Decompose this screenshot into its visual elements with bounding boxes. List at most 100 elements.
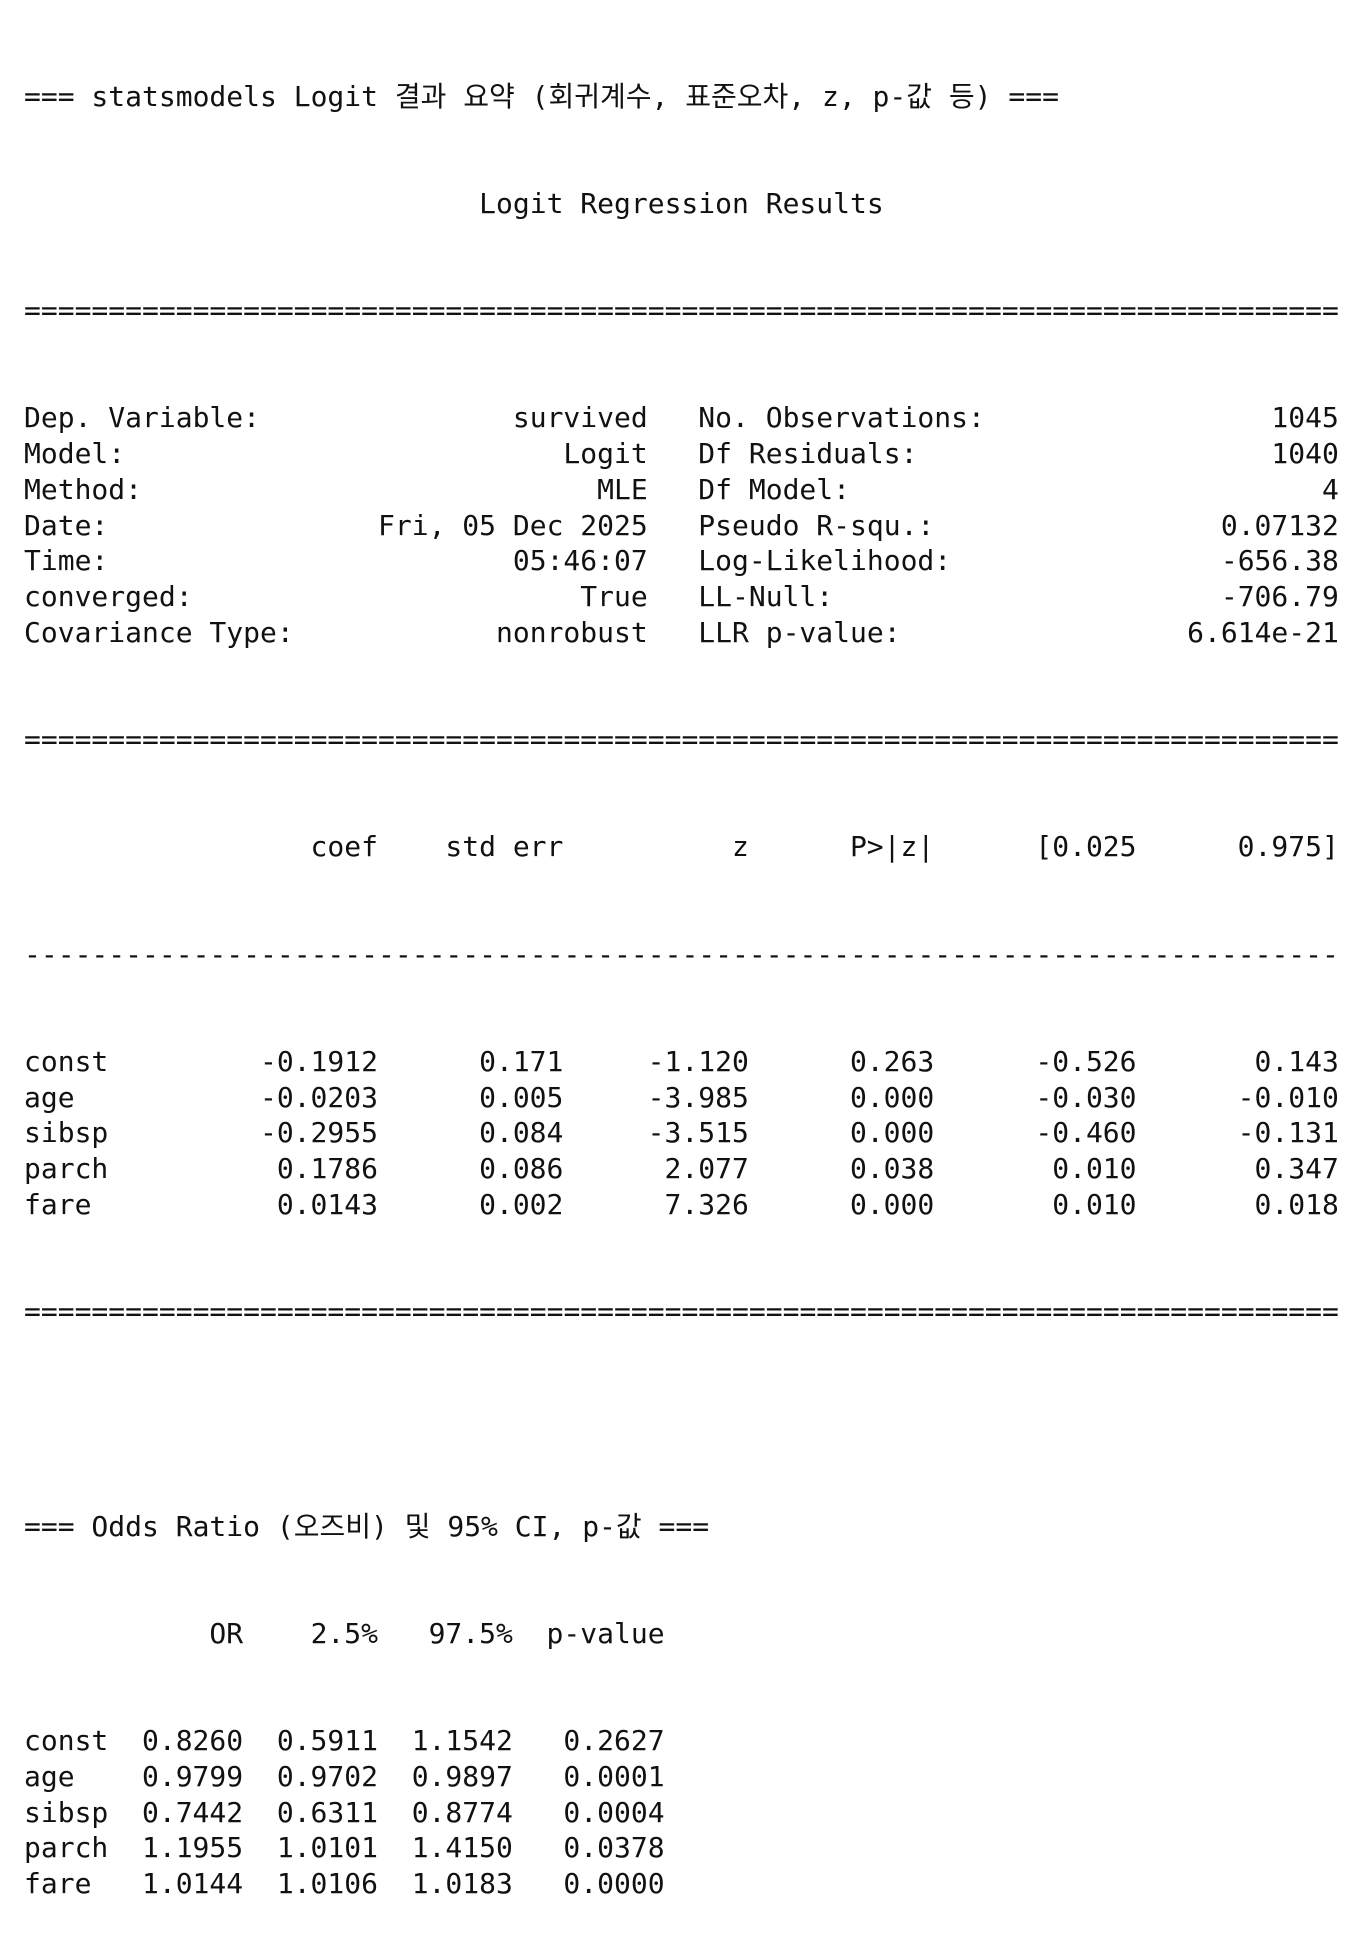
table-cell: 0.6311: [276, 1795, 378, 1829]
table-cell: 0.0004: [563, 1795, 665, 1829]
spacer: [648, 508, 699, 544]
table-cell: 1.0144: [141, 1867, 244, 1900]
table-cell: -0.526: [1035, 1044, 1137, 1078]
row-label: age: [24, 1080, 75, 1114]
info-value: Fri, 05 Dec 2025: [378, 508, 648, 542]
table-cell: 0.002: [479, 1187, 564, 1221]
double-rule: ========================================…: [24, 723, 1339, 756]
info-value: -656.38: [1220, 544, 1339, 578]
table-cell: 0.0143: [276, 1187, 378, 1221]
info-value: 6.614e-21: [1187, 615, 1339, 649]
odds-title: === Odds Ratio (오즈비) 및 95% CI, p-값 ===: [24, 1509, 710, 1543]
column-header: OR: [209, 1616, 244, 1650]
table-row: const -0.1912 0.171 -1.120 0.263 -0.526 0.143: [24, 1044, 1339, 1080]
table-row: parch 1.1955 1.0101 1.4150 0.0378: [24, 1830, 1339, 1866]
info-row: Dep. Variable: survived No. Observations: 1…: [24, 400, 1339, 436]
table-row: parch 0.1786 0.086 2.077 0.038 0.010 0.347: [24, 1151, 1339, 1187]
table-cell: -0.030: [1035, 1080, 1137, 1114]
info-value: True: [580, 580, 648, 613]
table-cell: -0.460: [1035, 1116, 1137, 1150]
table-cell: 1.1955: [141, 1831, 244, 1865]
model-info: Dep. Variable: survived No. Observations: 1…: [24, 400, 1339, 650]
info-label: Log-Likelihood:: [698, 544, 952, 578]
info-value: survived: [512, 401, 648, 435]
column-header: [24, 1616, 108, 1652]
row-label: fare: [24, 1187, 92, 1221]
single-rule: ----------------------------------------…: [24, 937, 1339, 971]
table-row: const 0.8260 0.5911 1.1542 0.2627: [24, 1723, 1339, 1759]
table-cell: -3.515: [647, 1116, 749, 1150]
table-cell: 0.0000: [563, 1867, 665, 1900]
info-row: Date: Fri, 05 Dec 2025 Pseudo R-squ.: 0.071…: [24, 508, 1339, 544]
table-cell: -3.985: [647, 1080, 749, 1114]
table-cell: 0.171: [479, 1044, 564, 1078]
table-cell: 0.1786: [276, 1152, 378, 1185]
blank-line: [24, 1401, 1339, 1437]
column-header: z: [731, 830, 749, 864]
info-value: MLE: [597, 472, 648, 506]
info-label: Date:: [24, 508, 109, 542]
info-value: 1040: [1271, 437, 1339, 470]
info-label: Covariance Type:: [24, 615, 294, 649]
table-cell: 1.0101: [276, 1831, 378, 1865]
table-row: sibsp 0.7442 0.6311 0.8774 0.0004: [24, 1795, 1339, 1831]
row-label: const: [24, 1044, 109, 1078]
table-cell: 0.010: [1052, 1187, 1137, 1221]
info-left: Date: Fri, 05 Dec 2025: [24, 508, 648, 544]
double-rule: ========================================…: [24, 1295, 1339, 1328]
table-cell: -0.131: [1237, 1116, 1339, 1150]
table-cell: 0.0001: [563, 1759, 665, 1793]
table-cell: 0.018: [1254, 1187, 1339, 1221]
coef-table-header: coef std err z P>|z| [0.025 0.975]: [24, 829, 1339, 865]
column-header: std err: [445, 830, 564, 864]
odds-table-header: OR 2.5% 97.5% p-value: [24, 1616, 1339, 1652]
info-label: Df Model:: [698, 472, 850, 506]
info-left: Model: Logit: [24, 436, 648, 472]
info-label: converged:: [24, 580, 193, 613]
table-cell: 0.9799: [141, 1759, 244, 1793]
info-value: 1045: [1271, 401, 1339, 435]
info-value: nonrobust: [496, 615, 648, 649]
row-label: fare: [24, 1867, 92, 1900]
table-row: fare 1.0144 1.0106 1.0183 0.0000: [24, 1866, 1339, 1902]
table-cell: 0.347: [1254, 1152, 1339, 1185]
double-rule: ========================================…: [24, 294, 1339, 327]
table-cell: 0.8260: [141, 1724, 244, 1757]
table-cell: 0.000: [849, 1187, 935, 1221]
info-right: LL-Null: -706.79: [698, 579, 1339, 615]
info-value: 05:46:07: [512, 544, 648, 578]
column-header: [24, 829, 193, 865]
info-left: Dep. Variable: survived: [24, 400, 648, 436]
info-label: Method:: [24, 472, 143, 506]
info-value: Logit: [563, 437, 648, 470]
spacer: [648, 472, 699, 508]
table-cell: 0.000: [849, 1080, 935, 1114]
table-cell: 0.143: [1254, 1044, 1339, 1078]
coef-table-body: const -0.1912 0.171 -1.120 0.263 -0.526 0.143 a…: [24, 1044, 1339, 1223]
info-right: Df Model: 4: [698, 472, 1339, 508]
info-value: 4: [1322, 472, 1339, 506]
table-cell: 0.7442: [141, 1795, 244, 1829]
row-label: const: [24, 1724, 109, 1757]
row-label: parch: [24, 1152, 109, 1185]
output-title: === statsmodels Logit 결과 요약 (회귀계수, 표준오차,…: [24, 79, 1059, 113]
table-cell: 0.038: [849, 1152, 935, 1185]
info-right: Log-Likelihood: -656.38: [698, 543, 1339, 579]
column-header: coef: [310, 830, 378, 864]
info-left: Time: 05:46:07: [24, 543, 648, 579]
table-row: sibsp -0.2955 0.084 -3.515 0.000 -0.460 -0.131: [24, 1115, 1339, 1151]
table-cell: -0.0203: [259, 1080, 378, 1114]
spacer: [648, 436, 699, 472]
column-header: 97.5%: [428, 1616, 513, 1650]
info-row: Covariance Type: nonrobust LLR p-value: 6.6…: [24, 615, 1339, 651]
info-row: Model: Logit Df Residuals: 1040: [24, 436, 1339, 472]
odds-table-body: const 0.8260 0.5911 1.1542 0.2627 age 0.9799 0.…: [24, 1723, 1339, 1902]
table-cell: 0.086: [479, 1152, 564, 1185]
table-cell: 0.0378: [563, 1831, 665, 1865]
info-label: Dep. Variable:: [24, 401, 261, 435]
table-cell: -0.010: [1237, 1080, 1339, 1114]
info-right: Df Residuals: 1040: [698, 436, 1339, 472]
column-header: [0.025: [1035, 830, 1137, 864]
spacer: [648, 400, 699, 436]
column-header: 0.975]: [1237, 830, 1339, 864]
